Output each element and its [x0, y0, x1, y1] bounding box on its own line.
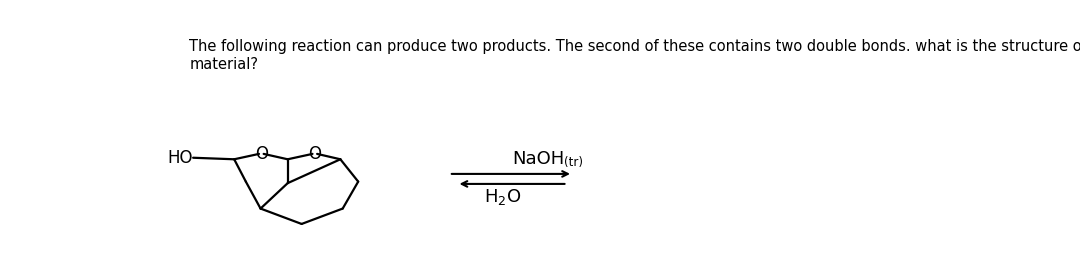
Text: NaOH: NaOH: [512, 150, 565, 167]
Text: O: O: [255, 145, 268, 163]
Text: HO: HO: [167, 149, 193, 167]
Text: The following reaction can produce two products. The second of these contains tw: The following reaction can produce two p…: [189, 39, 1080, 72]
Text: H$_2$O: H$_2$O: [484, 187, 522, 207]
Text: (tr): (tr): [565, 156, 583, 169]
Text: O: O: [308, 145, 322, 163]
